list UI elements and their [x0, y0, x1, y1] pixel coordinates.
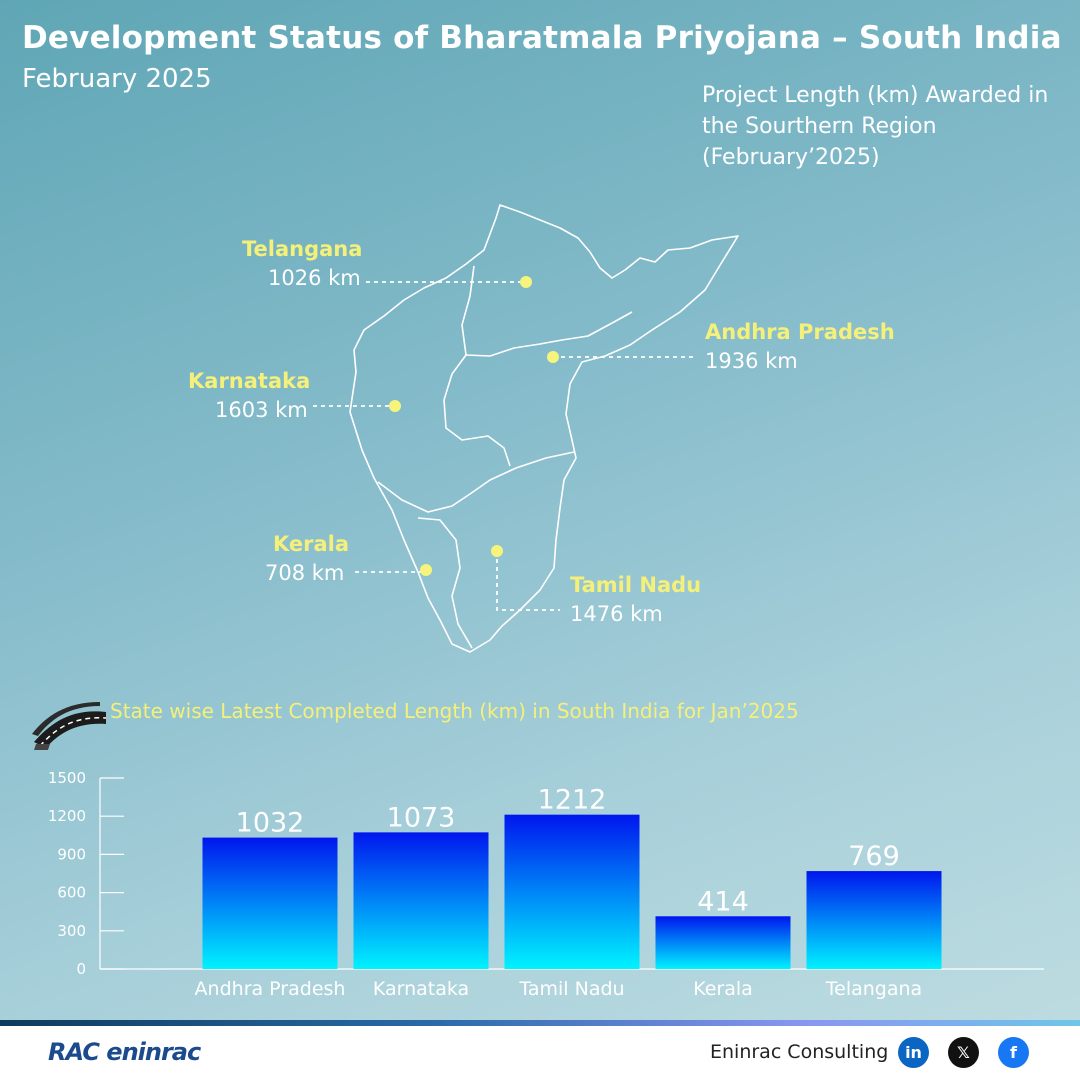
x-tick-label: Tamil Nadu	[518, 978, 624, 1000]
x-tick-label: Kerala	[693, 978, 753, 1000]
page-subtitle: February 2025	[22, 64, 212, 94]
label-kerala-value: 708 km	[265, 561, 345, 585]
x-tick-label: Andhra Pradesh	[195, 978, 346, 1000]
label-telangana-value: 1026 km	[268, 266, 361, 290]
x-tick-label: Karnataka	[373, 978, 469, 1000]
map-caption: Project Length (km) Awarded in the Sourt…	[702, 83, 1049, 170]
data-label: 769	[848, 841, 900, 872]
linkedin-icon[interactable]: in	[898, 1037, 929, 1068]
data-label: 1212	[538, 785, 607, 816]
marker-kerala	[420, 564, 432, 576]
page-title: Development Status of Bharatmala Priyoja…	[22, 20, 1062, 56]
bar-chart: 0 300 600 900 1200 1500 1032 Andhra Pradesh 1073…	[48, 769, 942, 1000]
label-karnataka-name: Karnataka	[188, 369, 311, 393]
telangana-border	[461, 265, 633, 357]
karnataka-south-border	[377, 451, 575, 513]
label-kerala-name: Kerala	[273, 532, 350, 556]
label-telangana-name: Telangana	[242, 237, 363, 261]
marker-andhra-pradesh	[547, 351, 559, 363]
y-tick-label: 600	[57, 884, 86, 902]
label-tamil-nadu-value: 1476 km	[570, 602, 663, 626]
label-andhra-pradesh-value: 1936 km	[705, 349, 798, 373]
y-tick-label: 1200	[48, 807, 86, 825]
facebook-icon[interactable]: f	[998, 1037, 1029, 1068]
footer-divider	[0, 1020, 1080, 1026]
map-outline	[349, 204, 739, 653]
label-andhra-pradesh-name: Andhra Pradesh	[705, 320, 895, 344]
data-label: 414	[697, 886, 749, 917]
x-icon[interactable]: 𝕏	[948, 1037, 979, 1068]
data-label: 1073	[387, 802, 456, 833]
bar	[504, 814, 640, 969]
marker-tamil-nadu	[491, 545, 503, 557]
bar	[202, 837, 338, 969]
marker-karnataka	[389, 400, 401, 412]
y-tick-label: 300	[57, 922, 86, 940]
karnataka-ap-border	[443, 354, 511, 467]
y-tick-label: 900	[57, 845, 86, 863]
data-label: 1032	[236, 808, 305, 839]
kerala-tn-border	[417, 517, 473, 649]
road-icon	[32, 702, 107, 750]
label-tamil-nadu-name: Tamil Nadu	[570, 573, 702, 597]
marker-telangana	[520, 276, 532, 288]
y-tick-label: 0	[76, 960, 86, 978]
chart-title: State wise Latest Completed Length (km) …	[110, 699, 799, 723]
leader-tamil-nadu	[496, 551, 560, 611]
bar	[806, 871, 942, 969]
company-name: Eninrac Consulting	[710, 1041, 889, 1063]
bar	[655, 916, 791, 969]
bar	[353, 832, 489, 969]
x-tick-label: Telangana	[825, 978, 922, 1000]
y-tick-label: 1500	[48, 769, 86, 787]
eninrac-logo: RAC eninrac	[48, 1038, 201, 1066]
label-karnataka-value: 1603 km	[215, 398, 308, 422]
